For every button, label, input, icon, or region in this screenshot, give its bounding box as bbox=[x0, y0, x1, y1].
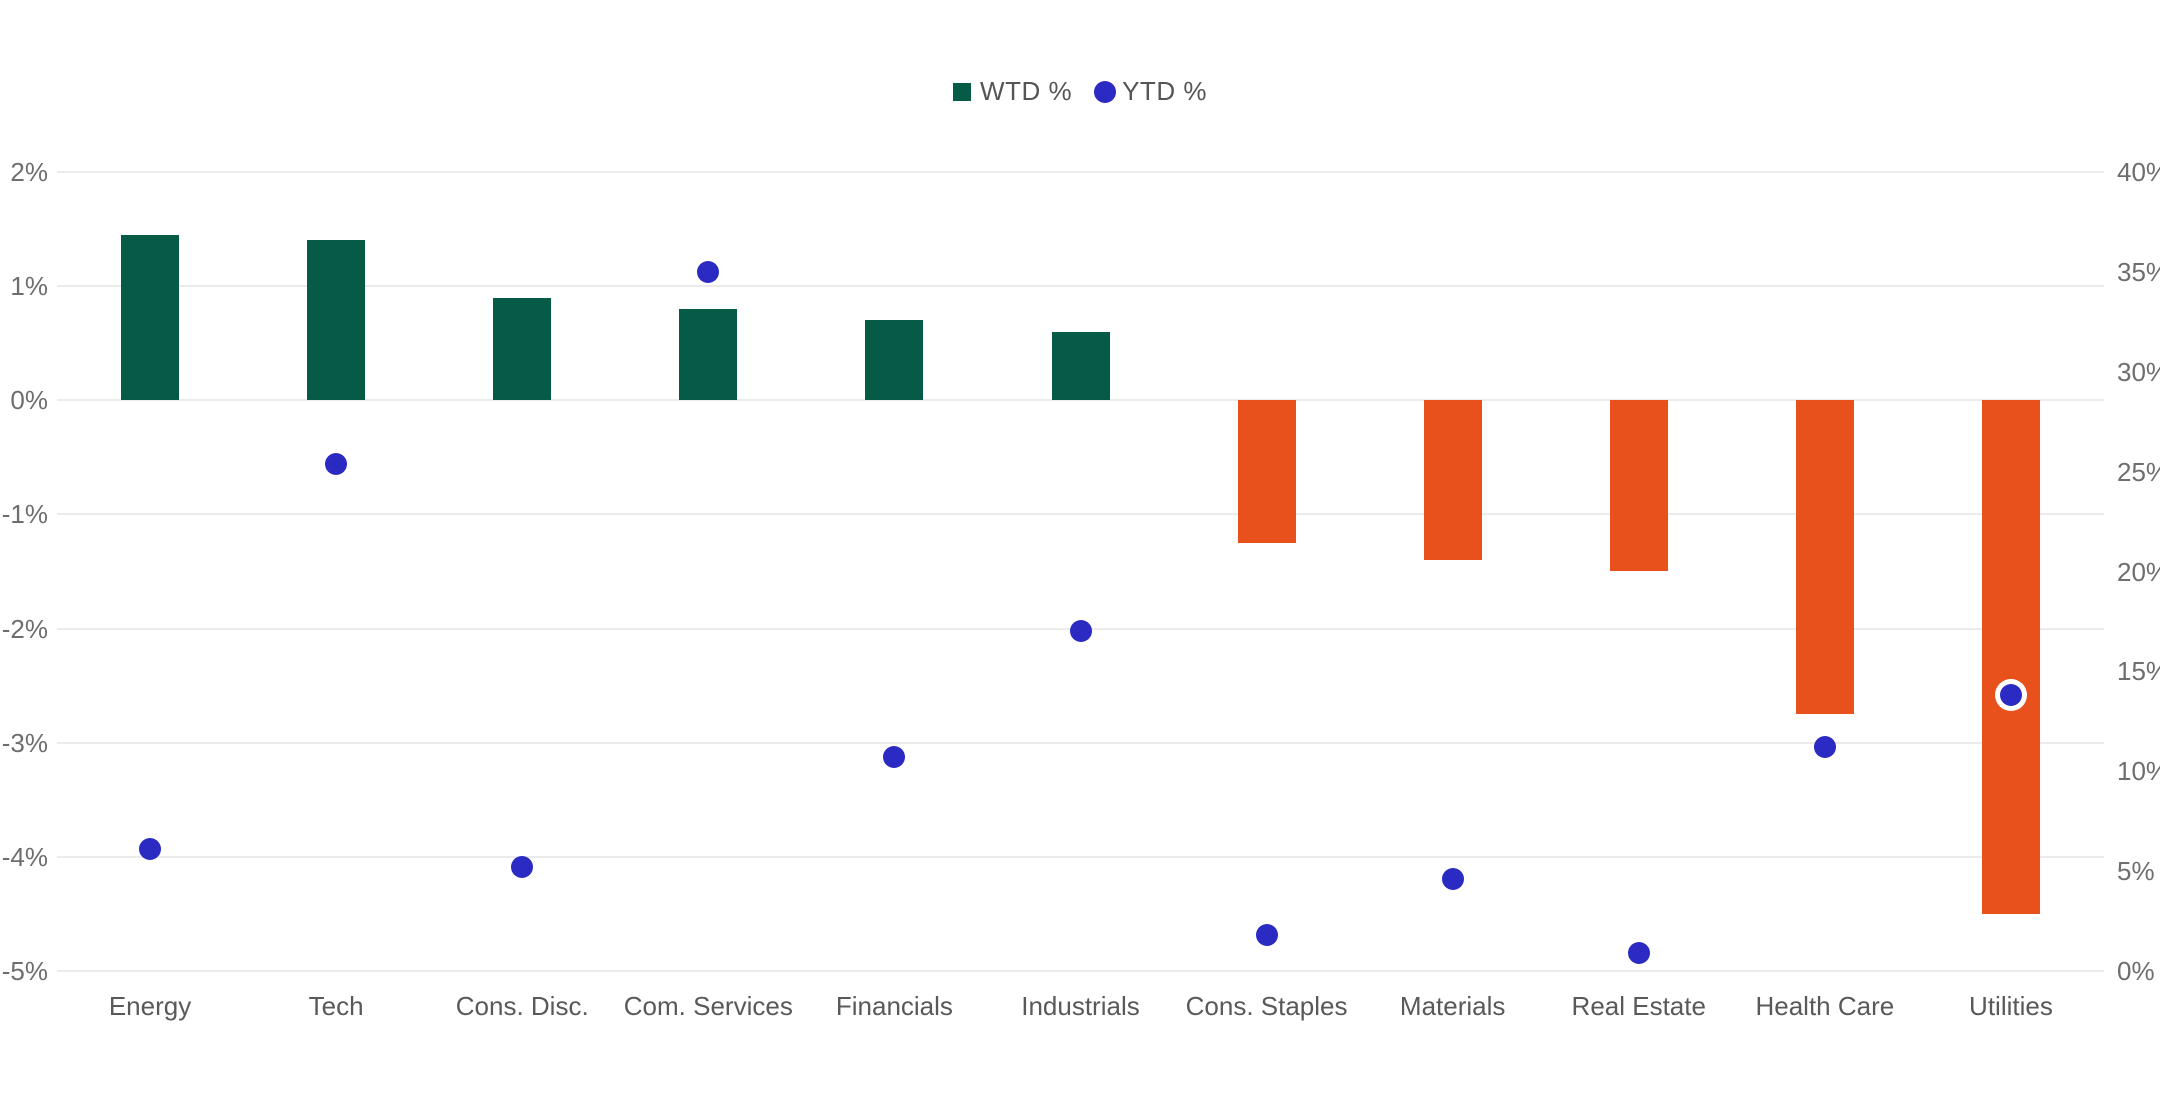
wtd-bar-real-estate bbox=[1609, 400, 1668, 572]
gridline bbox=[57, 171, 2104, 173]
right-axis-tick-label: 10% bbox=[2117, 756, 2160, 787]
wtd-square-marker-icon bbox=[953, 82, 972, 101]
right-axis-tick-label: 0% bbox=[2117, 956, 2155, 986]
wtd-bar-health-care bbox=[1795, 400, 1854, 715]
gridline bbox=[57, 513, 2104, 516]
wtd-bar-tech bbox=[307, 240, 366, 401]
left-axis-tick-label: -3% bbox=[1, 727, 48, 758]
ytd-dot-cons-disc bbox=[511, 856, 534, 879]
category-label-industrials: Industrials bbox=[1021, 991, 1140, 1021]
right-axis-tick-label: 5% bbox=[2117, 856, 2155, 887]
legend-item-ytd: YTD % bbox=[1094, 76, 1207, 107]
ytd-circle-marker-icon bbox=[1094, 80, 1117, 103]
gridline bbox=[57, 399, 2104, 402]
chart-legend: WTD % YTD % bbox=[0, 76, 2160, 107]
ytd-dot-cons-staples bbox=[1255, 924, 1278, 947]
gridline bbox=[57, 970, 2104, 972]
category-label-com-services: Com. Services bbox=[623, 991, 793, 1021]
wtd-bar-cons-disc bbox=[493, 297, 552, 401]
left-axis-tick-label: 1% bbox=[10, 271, 48, 302]
wtd-bar-financials bbox=[865, 320, 924, 401]
category-label-materials: Materials bbox=[1399, 991, 1506, 1021]
wtd-bar-materials bbox=[1423, 400, 1482, 561]
category-label-health-care: Health Care bbox=[1755, 991, 1895, 1021]
legend-label-ytd: YTD % bbox=[1122, 76, 1207, 106]
left-axis-tick-label: 2% bbox=[10, 157, 48, 187]
left-axis-tick-label: -2% bbox=[1, 613, 48, 644]
wtd-bar-cons-staples bbox=[1237, 400, 1296, 543]
gridline bbox=[57, 855, 2104, 858]
wtd-bar-energy bbox=[121, 234, 180, 401]
legend-item-wtd: WTD % bbox=[953, 76, 1072, 107]
category-label-real-estate: Real Estate bbox=[1571, 991, 1706, 1021]
category-label-financials: Financials bbox=[835, 991, 953, 1021]
left-axis-tick-label: 0% bbox=[10, 385, 48, 416]
left-axis-tick-label: -1% bbox=[1, 499, 48, 530]
category-label-tech: Tech bbox=[308, 991, 364, 1021]
category-label-energy: Energy bbox=[108, 991, 192, 1021]
legend-label-wtd: WTD % bbox=[980, 76, 1073, 106]
ytd-dot-com-services bbox=[697, 260, 720, 283]
category-label-utilities: Utilities bbox=[1969, 991, 2053, 1021]
ytd-dot-real-estate bbox=[1627, 942, 1650, 965]
category-label-cons-disc: Cons. Disc. bbox=[455, 991, 589, 1021]
right-axis-tick-label: 25% bbox=[2117, 456, 2160, 487]
right-axis-tick-label: 20% bbox=[2117, 556, 2160, 587]
right-axis-tick-label: 35% bbox=[2117, 256, 2160, 287]
wtd-bar-com-services bbox=[679, 308, 738, 401]
ytd-dot-tech bbox=[325, 452, 348, 475]
ytd-dot-materials bbox=[1441, 868, 1464, 891]
right-axis-tick-label: 30% bbox=[2117, 356, 2160, 387]
ytd-dot-health-care bbox=[1813, 736, 1836, 759]
wtd-bar-utilities bbox=[1981, 400, 2040, 914]
ytd-dot-industrials bbox=[1069, 620, 1092, 643]
category-label-cons-staples: Cons. Staples bbox=[1185, 991, 1348, 1021]
right-axis-tick-label: 15% bbox=[2117, 656, 2160, 687]
ytd-dot-utilities bbox=[1999, 684, 2022, 707]
left-axis-tick-label: -4% bbox=[1, 841, 48, 872]
left-axis-tick-label: -5% bbox=[1, 956, 48, 986]
gridline bbox=[57, 285, 2104, 288]
ytd-dot-financials bbox=[883, 746, 906, 769]
right-axis-tick-label: 40% bbox=[2117, 157, 2160, 187]
gridline bbox=[57, 741, 2104, 744]
ytd-dot-energy bbox=[139, 838, 162, 861]
wtd-bar-industrials bbox=[1051, 331, 1110, 401]
